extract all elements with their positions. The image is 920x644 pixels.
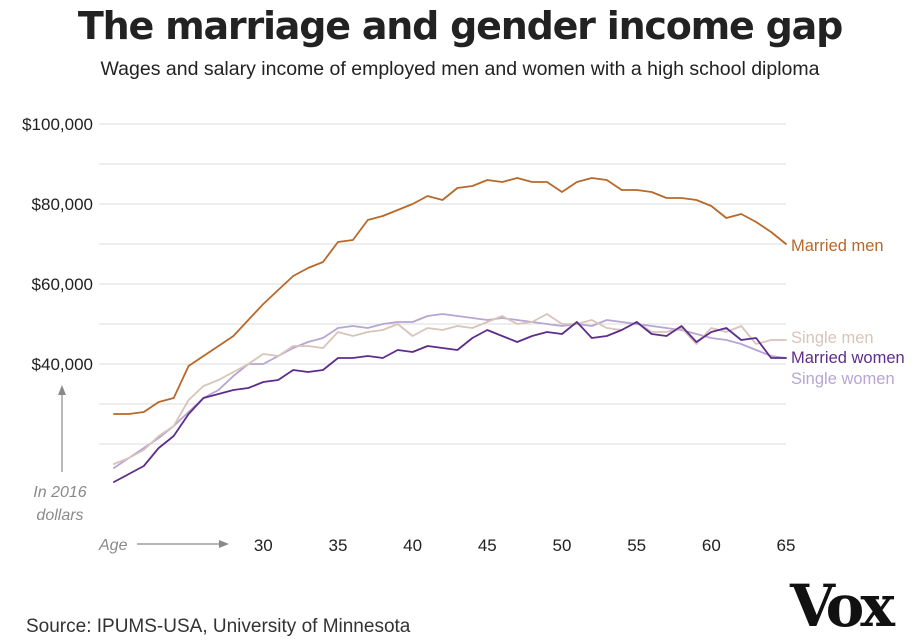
x-axis-arrowhead	[219, 540, 229, 548]
x-axis-label: Age	[98, 537, 128, 554]
y-axis-label-line1: In 2016	[33, 484, 86, 501]
y-axis-ticks: $40,000 $60,000 $80,000 $100,000	[22, 115, 93, 374]
x-tick-label: 35	[328, 536, 347, 555]
x-tick-label: 60	[702, 536, 721, 555]
y-axis-arrowhead	[58, 385, 66, 395]
series-line-single-men	[113, 313, 787, 465]
vox-logo-text: Vox	[789, 572, 895, 636]
y-tick-label: $80,000	[32, 195, 93, 214]
y-tick-label: $40,000	[32, 355, 93, 374]
x-tick-label: 40	[403, 536, 422, 555]
series-label-married-women: Married women	[791, 349, 905, 367]
y-tick-label: $100,000	[22, 115, 93, 134]
series-label-single-men: Single men	[791, 329, 874, 347]
series-line-single-women	[113, 313, 787, 469]
series-label-single-women: Single women	[791, 370, 895, 388]
vox-logo: Vox	[789, 572, 899, 636]
series-line-married-men	[113, 177, 787, 415]
y-tick-label: $60,000	[32, 275, 93, 294]
gridlines	[99, 123, 786, 445]
chart-title: The marriage and gender income gap	[77, 4, 843, 48]
series-labels: Married men Single men Married women Single…	[791, 237, 905, 388]
series-label-married-men: Married men	[791, 237, 884, 255]
x-tick-label: 50	[553, 536, 572, 555]
x-axis-ticks: 30 35 40 45 50 55 60 65	[254, 536, 796, 555]
x-tick-label: 55	[627, 536, 646, 555]
series-lines	[113, 177, 787, 483]
axis-notes: In 2016 dollars Age	[33, 385, 229, 554]
chart-subtitle: Wages and salary income of employed men …	[100, 58, 820, 80]
series-line-married-women	[113, 321, 787, 483]
x-tick-label: 30	[254, 536, 273, 555]
y-axis-label-line2: dollars	[36, 507, 83, 524]
x-tick-label: 65	[777, 536, 796, 555]
source-note: Source: IPUMS-USA, University of Minneso…	[26, 616, 411, 637]
x-tick-label: 45	[478, 536, 497, 555]
